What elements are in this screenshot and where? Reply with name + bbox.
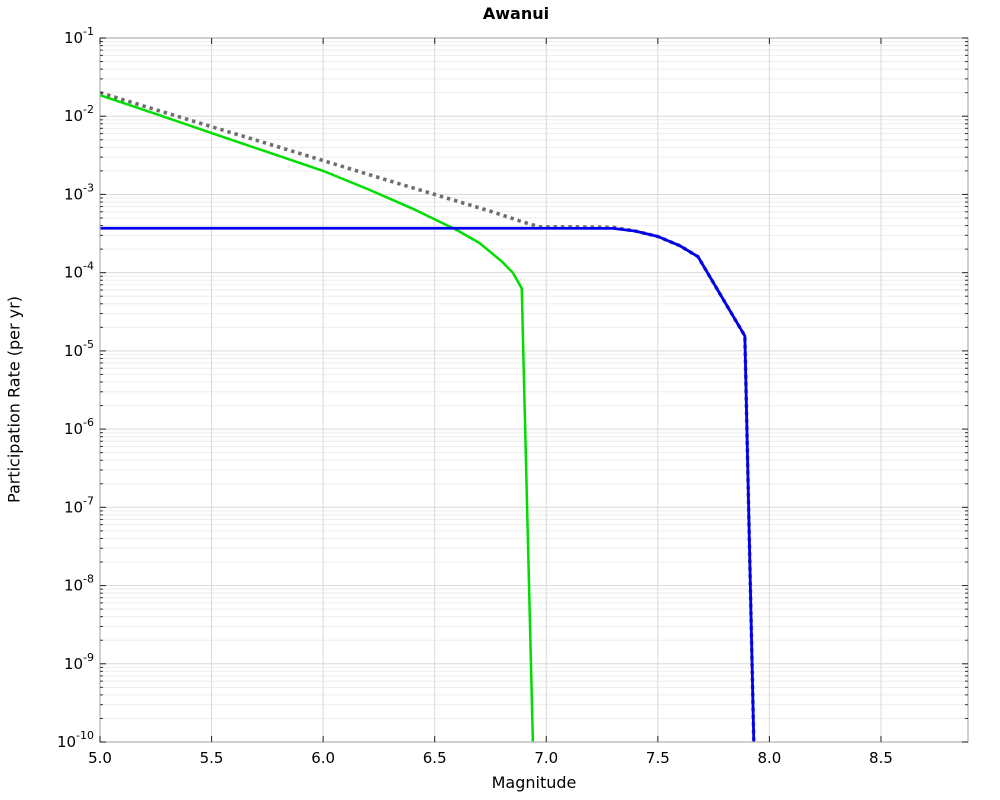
x-tick-label: 8.5: [869, 749, 893, 767]
y-tick-label: 10-4: [64, 260, 94, 282]
y-tick-label: 10-7: [64, 494, 94, 516]
y-tick-label: 10-5: [64, 338, 94, 360]
x-tick-label: 6.5: [423, 749, 447, 767]
y-tick-label: 10-1: [64, 25, 94, 47]
x-tick-label: 7.0: [534, 749, 558, 767]
y-tick-label: 10-8: [64, 573, 94, 595]
y-tick-label: 10-6: [64, 416, 94, 438]
x-tick-label: 5.0: [88, 749, 112, 767]
y-tick-label: 10-3: [64, 181, 94, 203]
x-tick-label: 5.5: [200, 749, 224, 767]
y-tick-label: 10-10: [57, 729, 94, 751]
x-tick-label: 6.0: [311, 749, 335, 767]
y-axis-label: Participation Rate (per yr): [4, 296, 24, 503]
y-tick-label: 10-9: [64, 651, 94, 673]
x-tick-label: 7.5: [646, 749, 670, 767]
y-tick-label: 10-2: [64, 103, 94, 125]
series-characteristic-rate-blue-line: [100, 226, 756, 742]
plot-frame: [99, 37, 969, 743]
x-tick-label: 8.0: [757, 749, 781, 767]
series-gr-mfd-green-line: [100, 93, 535, 742]
x-axis-label: Magnitude: [491, 773, 577, 792]
chart-title: Awanui: [482, 4, 550, 23]
series-total-rate-dotted-line: [100, 90, 756, 742]
